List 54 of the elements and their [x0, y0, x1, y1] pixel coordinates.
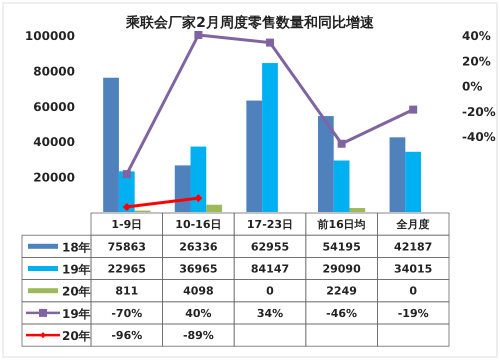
legend-label: 20年	[62, 284, 91, 299]
y2-tick-label: 40%	[462, 29, 491, 43]
data-label: -19%	[398, 306, 429, 320]
data-label: 40%	[185, 306, 212, 320]
y2-tick-label: -20%	[462, 104, 496, 119]
y-tick-label: 60000	[33, 100, 75, 114]
data-label: 62955	[250, 240, 290, 254]
bar	[174, 165, 191, 212]
y-tick-label: 20000	[33, 170, 75, 185]
data-label: 0	[409, 284, 418, 298]
y-tick-label: 40000	[33, 135, 75, 150]
chart-title: 乘联会厂家2月周度零售数量和同比增速	[125, 14, 375, 31]
bar	[405, 152, 422, 212]
bar	[190, 146, 206, 212]
y-tick-label: 80000	[33, 64, 75, 78]
data-label: 84147	[250, 262, 290, 276]
x-tick-label: 17-23日	[246, 218, 294, 232]
y2-tick-label: 20%	[462, 54, 491, 68]
y2-tick-label: 0%	[462, 80, 482, 94]
legend-label: 18年	[62, 240, 91, 254]
x-tick-label: 前16日均	[316, 218, 366, 232]
bar	[349, 208, 366, 212]
data-label: 0	[266, 284, 274, 298]
legend-label: 20年	[62, 329, 91, 344]
bar	[246, 100, 262, 212]
bar	[206, 204, 222, 212]
y2-tick-label: -40%	[462, 130, 496, 144]
x-tick-label: 全月度	[396, 218, 430, 232]
legend-label: 19年	[62, 306, 91, 321]
data-label: -46%	[326, 306, 358, 320]
bar	[262, 63, 278, 212]
bar	[334, 160, 350, 212]
data-label: 36965	[179, 262, 218, 276]
data-label: -89%	[182, 329, 214, 342]
data-label: 22965	[108, 262, 146, 276]
data-label: 42187	[394, 240, 432, 254]
data-label: 4098	[183, 284, 214, 298]
data-label: 75863	[108, 240, 146, 254]
y-tick-label: 100000	[24, 29, 75, 43]
data-label: 54195	[322, 240, 361, 254]
data-label: 2249	[326, 284, 357, 298]
data-label: -96%	[111, 329, 142, 342]
data-label: 26336	[179, 240, 218, 254]
data-label: 34%	[256, 306, 284, 320]
data-label: 811	[115, 284, 138, 298]
bar	[318, 116, 334, 212]
bar	[103, 78, 119, 212]
data-label: -70%	[111, 306, 142, 320]
data-label: 29090	[322, 262, 362, 276]
x-tick-label: 1-9日	[111, 218, 142, 232]
x-tick-label: 10-16日	[175, 218, 222, 232]
bar	[390, 137, 406, 212]
legend-label: 19年	[62, 262, 91, 276]
data-label: 34015	[394, 262, 432, 276]
